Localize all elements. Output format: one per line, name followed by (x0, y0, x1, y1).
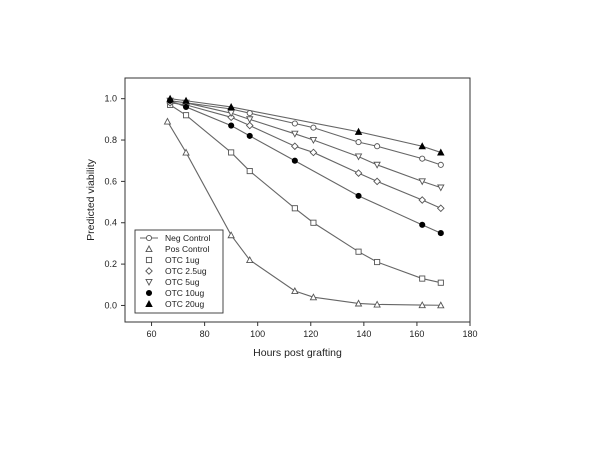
data-point (418, 178, 426, 186)
x-tick-label: 60 (147, 329, 157, 339)
legend-label: Pos Control (165, 244, 210, 254)
data-point (182, 112, 190, 119)
data-point (437, 279, 444, 286)
y-tick-label: 0.0 (104, 300, 117, 310)
data-point (227, 102, 235, 110)
plot-frame (124, 77, 471, 323)
legend-marker (145, 256, 153, 264)
legend-label: OTC 2.5ug (165, 266, 207, 276)
data-point (245, 256, 254, 264)
data-point (310, 219, 317, 226)
data-point (436, 204, 445, 213)
data-point (227, 110, 235, 118)
data-point (291, 142, 299, 151)
data-point (418, 301, 426, 309)
x-tick-label: 140 (356, 329, 371, 339)
series-line (170, 100, 441, 166)
y-axis-label: Predicted viability (85, 158, 97, 240)
data-point (355, 192, 362, 199)
data-point (246, 110, 253, 117)
data-point (437, 230, 444, 237)
data-point (374, 258, 381, 266)
x-tick-label: 100 (250, 329, 265, 339)
data-point (437, 184, 445, 192)
data-point (245, 116, 254, 124)
x-tick-label: 80 (200, 329, 210, 339)
data-point (245, 121, 254, 130)
legend-label: OTC 20ug (165, 299, 204, 309)
data-point (309, 136, 318, 144)
legend-marker (145, 278, 153, 286)
series-line (169, 100, 442, 234)
y-tick-label: 1.0 (104, 94, 117, 104)
data-point (355, 248, 362, 255)
data-point (419, 275, 426, 282)
data-point (228, 122, 235, 129)
legend-label: Neg Control (165, 233, 210, 243)
y-tick-label: 0.4 (104, 218, 117, 228)
data-point (418, 142, 426, 150)
data-point (355, 139, 362, 146)
data-point (354, 127, 363, 135)
data-point (354, 299, 363, 307)
data-point (419, 221, 426, 228)
data-point (373, 161, 381, 169)
data-point (437, 161, 444, 168)
legend-label: OTC 10ug (165, 288, 204, 298)
data-point (291, 130, 299, 138)
data-point (246, 168, 253, 175)
y-tick-label: 0.8 (104, 135, 117, 145)
data-point (227, 113, 235, 122)
data-point (310, 124, 317, 131)
legend-marker (145, 300, 153, 308)
x-axis-label: Hours post grafting (253, 347, 342, 359)
x-tick-label: 160 (409, 329, 424, 339)
x-tick-label: 120 (303, 329, 318, 339)
series-line (170, 100, 441, 189)
data-point (182, 103, 190, 110)
data-point (437, 301, 445, 309)
data-point (437, 148, 445, 156)
legend-marker (145, 234, 153, 242)
data-point (418, 196, 427, 204)
data-point (419, 155, 426, 162)
x-tick-label: 180 (462, 329, 477, 339)
legend-marker (145, 245, 153, 253)
data-point (182, 96, 190, 104)
data-point (354, 169, 363, 177)
data-point (374, 143, 381, 150)
y-tick-label: 0.6 (104, 176, 117, 186)
y-tick-label: 0.2 (104, 259, 117, 269)
data-point (373, 300, 381, 308)
data-point (309, 293, 318, 301)
legend-label: OTC 5ug (165, 277, 200, 287)
data-point (227, 231, 235, 239)
series-line (169, 104, 441, 284)
data-point (354, 153, 363, 161)
data-point (291, 120, 298, 127)
legend-marker (145, 289, 153, 297)
data-point (182, 148, 190, 156)
legend-marker (145, 267, 153, 275)
series-line (170, 102, 442, 209)
data-point (291, 287, 299, 295)
data-point (163, 117, 172, 125)
legend-label: OTC 1ug (165, 255, 200, 265)
data-point (309, 148, 318, 157)
data-point (373, 177, 381, 186)
data-point (246, 132, 253, 139)
data-point (291, 157, 298, 164)
data-point (228, 149, 235, 156)
data-point (291, 205, 298, 212)
data-point (166, 94, 174, 102)
series-line (166, 121, 441, 306)
